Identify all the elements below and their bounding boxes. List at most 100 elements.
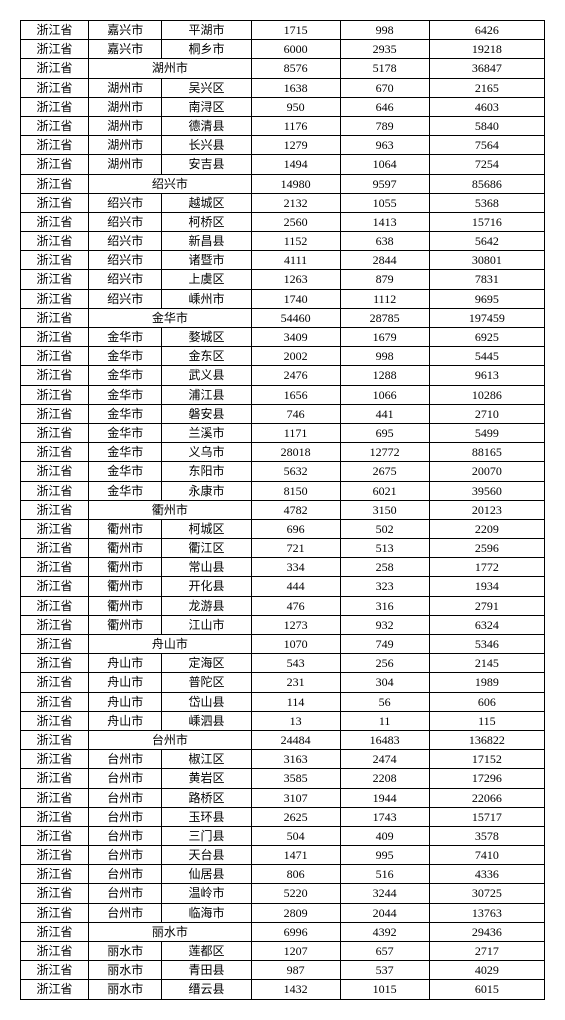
value-cell-2: 11 [340, 711, 429, 730]
province-cell: 浙江省 [21, 232, 89, 251]
province-cell: 浙江省 [21, 826, 89, 845]
value-cell-2: 441 [340, 404, 429, 423]
value-cell-3: 13763 [429, 903, 544, 922]
province-cell: 浙江省 [21, 116, 89, 135]
table-row: 浙江省舟山市普陀区2313041989 [21, 673, 545, 692]
value-cell-1: 6000 [251, 40, 340, 59]
value-cell-3: 17152 [429, 750, 544, 769]
table-row: 浙江省嘉兴市桐乡市6000293519218 [21, 40, 545, 59]
value-cell-1: 14980 [251, 174, 340, 193]
table-row: 浙江省台州市黄岩区3585220817296 [21, 769, 545, 788]
district-cell: 椒江区 [162, 750, 251, 769]
province-cell: 浙江省 [21, 692, 89, 711]
table-row: 浙江省台州市玉环县2625174315717 [21, 807, 545, 826]
value-cell-2: 789 [340, 116, 429, 135]
city-cell: 舟山市 [89, 711, 162, 730]
table-row: 浙江省台州市天台县14719957410 [21, 846, 545, 865]
city-cell: 台州市 [89, 788, 162, 807]
city-cell: 嘉兴市 [89, 40, 162, 59]
province-cell: 浙江省 [21, 385, 89, 404]
value-cell-1: 1152 [251, 232, 340, 251]
value-cell-2: 995 [340, 846, 429, 865]
district-cell: 路桥区 [162, 788, 251, 807]
district-cell: 玉环县 [162, 807, 251, 826]
city-cell: 台州市 [89, 903, 162, 922]
value-cell-1: 2809 [251, 903, 340, 922]
district-cell: 义乌市 [162, 443, 251, 462]
province-cell: 浙江省 [21, 903, 89, 922]
province-cell: 浙江省 [21, 519, 89, 538]
city-cell: 台州市 [89, 807, 162, 826]
city-cell: 金华市 [89, 423, 162, 442]
value-cell-1: 1273 [251, 615, 340, 634]
value-cell-3: 9695 [429, 289, 544, 308]
value-cell-3: 5346 [429, 635, 544, 654]
city-header-cell: 绍兴市 [89, 174, 251, 193]
value-cell-3: 10286 [429, 385, 544, 404]
value-cell-3: 6015 [429, 980, 544, 999]
city-cell: 绍兴市 [89, 193, 162, 212]
district-cell: 金东区 [162, 347, 251, 366]
value-cell-3: 4336 [429, 865, 544, 884]
value-cell-2: 16483 [340, 730, 429, 749]
province-cell: 浙江省 [21, 654, 89, 673]
table-row: 浙江省衢州市柯城区6965022209 [21, 519, 545, 538]
value-cell-2: 3150 [340, 500, 429, 519]
value-cell-2: 1743 [340, 807, 429, 826]
table-row: 浙江省丽水市缙云县143210156015 [21, 980, 545, 999]
table-row: 浙江省台州市路桥区3107194422066 [21, 788, 545, 807]
value-cell-2: 963 [340, 136, 429, 155]
table-row: 浙江省金华市婺城区340916796925 [21, 328, 545, 347]
value-cell-3: 6925 [429, 328, 544, 347]
province-cell: 浙江省 [21, 174, 89, 193]
city-cell: 绍兴市 [89, 270, 162, 289]
district-cell: 三门县 [162, 826, 251, 845]
province-cell: 浙江省 [21, 270, 89, 289]
district-cell: 青田县 [162, 961, 251, 980]
province-cell: 浙江省 [21, 942, 89, 961]
district-cell: 磐安县 [162, 404, 251, 423]
value-cell-2: 2208 [340, 769, 429, 788]
value-cell-3: 115 [429, 711, 544, 730]
district-cell: 柯桥区 [162, 212, 251, 231]
table-row: 浙江省台州市仙居县8065164336 [21, 865, 545, 884]
province-cell: 浙江省 [21, 577, 89, 596]
value-cell-3: 36847 [429, 59, 544, 78]
province-cell: 浙江省 [21, 980, 89, 999]
value-cell-3: 136822 [429, 730, 544, 749]
value-cell-1: 4111 [251, 251, 340, 270]
value-cell-2: 646 [340, 97, 429, 116]
district-cell: 岱山县 [162, 692, 251, 711]
value-cell-1: 1432 [251, 980, 340, 999]
district-cell: 定海区 [162, 654, 251, 673]
value-cell-3: 7410 [429, 846, 544, 865]
table-row: 浙江省金华市磐安县7464412710 [21, 404, 545, 423]
table-row: 浙江省金华市5446028785197459 [21, 308, 545, 327]
value-cell-1: 1207 [251, 942, 340, 961]
value-cell-2: 409 [340, 826, 429, 845]
table-row: 浙江省金华市浦江县1656106610286 [21, 385, 545, 404]
value-cell-3: 5840 [429, 116, 544, 135]
value-cell-3: 7254 [429, 155, 544, 174]
city-cell: 衢州市 [89, 615, 162, 634]
district-cell: 婺城区 [162, 328, 251, 347]
value-cell-1: 24484 [251, 730, 340, 749]
value-cell-3: 2209 [429, 519, 544, 538]
value-cell-1: 1656 [251, 385, 340, 404]
province-cell: 浙江省 [21, 97, 89, 116]
value-cell-3: 30725 [429, 884, 544, 903]
value-cell-1: 1279 [251, 136, 340, 155]
table-row: 浙江省舟山市嵊泗县1311115 [21, 711, 545, 730]
province-cell: 浙江省 [21, 865, 89, 884]
district-cell: 嵊州市 [162, 289, 251, 308]
city-cell: 金华市 [89, 366, 162, 385]
table-row: 浙江省湖州市吴兴区16386702165 [21, 78, 545, 97]
value-cell-2: 932 [340, 615, 429, 634]
province-cell: 浙江省 [21, 769, 89, 788]
province-cell: 浙江省 [21, 21, 89, 40]
province-cell: 浙江省 [21, 500, 89, 519]
district-cell: 天台县 [162, 846, 251, 865]
province-cell: 浙江省 [21, 155, 89, 174]
value-cell-2: 256 [340, 654, 429, 673]
value-cell-1: 1263 [251, 270, 340, 289]
